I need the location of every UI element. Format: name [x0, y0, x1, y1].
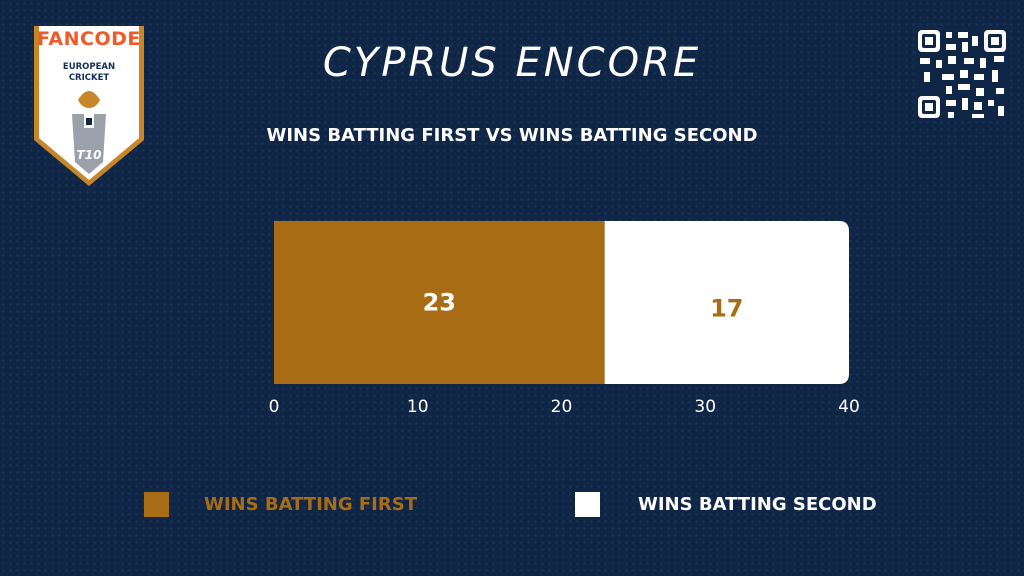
legend-label-first: WINS BATTING FIRST [204, 494, 417, 515]
fancode-european-cricket-logo: FANCODE EUROPEAN CRICKET T10 [30, 22, 148, 190]
legend-swatch-first [144, 492, 169, 517]
logo-league-text: EUROPEAN CRICKET [62, 62, 116, 83]
logo-format-text: T10 [76, 148, 102, 162]
x-tick-label: 30 [694, 397, 716, 417]
data-label-second: 17 [710, 295, 743, 323]
x-tick-label: 10 [407, 397, 429, 417]
logo-shield-icon [34, 26, 144, 186]
legend-label-second: WINS BATTING SECOND [638, 494, 877, 515]
chart-subtitle: WINS BATTING FIRST VS WINS BATTING SECON… [266, 125, 758, 146]
bar-segment-first [274, 221, 605, 384]
data-label-first: 23 [423, 289, 456, 317]
legend-swatch-second [575, 492, 600, 517]
x-tick-label: 0 [269, 397, 280, 417]
qr-code-icon [916, 28, 1008, 120]
bar-segment-second [604, 221, 849, 384]
logo-brand-text: FANCODE [37, 28, 141, 50]
x-tick-label: 40 [838, 397, 860, 417]
page-title: CYPRUS ENCORE [322, 40, 702, 86]
x-tick-label: 20 [551, 397, 573, 417]
